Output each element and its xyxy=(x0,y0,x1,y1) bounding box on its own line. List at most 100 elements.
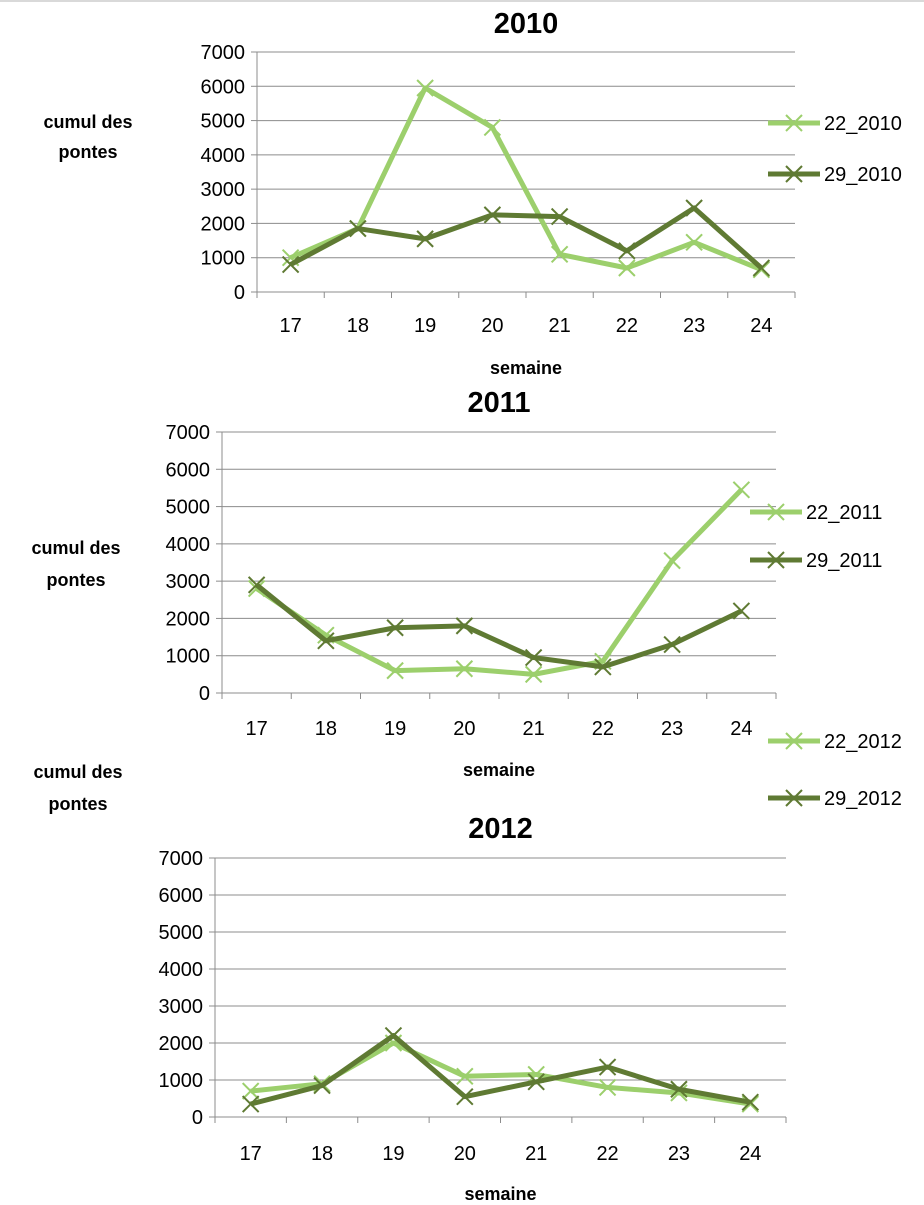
x-tick-label: 21 xyxy=(525,1143,547,1165)
marker-stroke xyxy=(767,551,785,569)
legend-marker xyxy=(785,114,803,132)
marker-stroke xyxy=(618,259,636,277)
y-tick-label: 4000 xyxy=(201,145,246,167)
data-point-22_2011 xyxy=(386,661,404,680)
marker-stroke xyxy=(456,1087,474,1106)
y-tick-label: 4000 xyxy=(166,534,211,556)
data-point-22_2012 xyxy=(598,1078,617,1097)
x-tick-label: 19 xyxy=(414,315,436,337)
legend-label: 29_2010 xyxy=(824,164,902,186)
marker-stroke xyxy=(416,230,434,248)
y-tick-label: 7000 xyxy=(201,42,246,64)
x-tick-label: 19 xyxy=(384,718,406,740)
marker-stroke xyxy=(785,789,803,807)
marker-stroke xyxy=(527,1065,545,1084)
data-point-29_2011 xyxy=(386,619,404,637)
y-tick-label: 6000 xyxy=(201,76,246,98)
y-tick-label: 5000 xyxy=(159,922,204,944)
y-tick-label: 3000 xyxy=(166,571,211,593)
x-tick-label: 24 xyxy=(739,1143,761,1165)
x-tick-label: 22 xyxy=(592,718,614,740)
data-point-29_2011 xyxy=(732,602,751,620)
legend-marker xyxy=(785,165,803,183)
x-tick-label: 21 xyxy=(549,315,571,337)
y-tick-label: 5000 xyxy=(201,111,246,133)
data-point-29_2010 xyxy=(618,242,636,260)
marker-stroke xyxy=(618,242,636,260)
legend-label: 29_2012 xyxy=(824,788,902,810)
marker-stroke xyxy=(685,199,703,217)
marker-stroke xyxy=(386,661,404,680)
data-point-29_2010 xyxy=(752,259,771,277)
marker-stroke xyxy=(483,206,502,224)
x-axis-label: semaine xyxy=(464,1184,536,1204)
marker-stroke xyxy=(785,165,803,183)
marker-stroke xyxy=(663,551,681,570)
data-point-29_2011 xyxy=(247,576,266,594)
marker-stroke xyxy=(785,114,803,132)
marker-stroke xyxy=(550,207,569,226)
marker-stroke xyxy=(455,617,474,635)
data-point-29_2012 xyxy=(598,1058,617,1076)
data-point-29_2011 xyxy=(594,658,612,676)
marker-stroke xyxy=(483,118,502,137)
data-point-22_2012 xyxy=(456,1067,474,1086)
y-axis-label: pontes xyxy=(58,142,117,162)
data-point-29_2011 xyxy=(663,635,681,654)
x-tick-label: 18 xyxy=(311,1143,333,1165)
data-point-29_2012 xyxy=(456,1087,474,1106)
y-tick-label: 6000 xyxy=(159,885,204,907)
chart-title: 2011 xyxy=(468,387,531,419)
data-point-22_2011 xyxy=(247,579,266,598)
x-tick-label: 17 xyxy=(240,1143,262,1165)
marker-stroke xyxy=(663,635,681,654)
marker-stroke xyxy=(281,249,300,267)
x-tick-label: 23 xyxy=(683,315,705,337)
x-tick-label: 24 xyxy=(750,315,772,337)
marker-stroke xyxy=(598,1058,617,1076)
marker-stroke xyxy=(349,219,367,238)
x-axis-label: semaine xyxy=(463,760,535,780)
marker-stroke xyxy=(732,602,751,620)
y-tick-label: 0 xyxy=(192,1107,203,1129)
legend-label: 22_2011 xyxy=(806,502,882,524)
marker-stroke xyxy=(317,626,335,644)
series-line-29_2012 xyxy=(250,1033,751,1107)
marker-stroke xyxy=(752,261,771,279)
y-tick-label: 2000 xyxy=(159,1033,204,1055)
y-tick-label: 1000 xyxy=(166,646,211,668)
marker-stroke xyxy=(247,579,266,598)
series-line-29_2010 xyxy=(289,205,764,270)
series-line-29_2011 xyxy=(255,582,743,670)
marker-stroke xyxy=(313,1076,331,1095)
data-point-29_2012 xyxy=(384,1026,403,1045)
chart-title: 2012 xyxy=(468,813,533,845)
marker-stroke xyxy=(247,576,266,594)
top-border xyxy=(0,0,924,2)
data-point-29_2011 xyxy=(524,648,543,667)
y-axis-label: cumul des xyxy=(43,112,132,132)
x-tick-label: 20 xyxy=(481,315,503,337)
legend-marker xyxy=(767,551,785,569)
x-tick-label: 23 xyxy=(668,1143,690,1165)
x-tick-label: 20 xyxy=(453,718,475,740)
marker-stroke xyxy=(455,660,474,678)
marker-stroke xyxy=(281,255,300,274)
x-tick-label: 22 xyxy=(596,1143,618,1165)
marker-stroke xyxy=(741,1093,760,1111)
x-tick-label: 20 xyxy=(454,1143,476,1165)
marker-stroke xyxy=(317,632,335,650)
marker-stroke xyxy=(550,245,569,263)
marker-stroke xyxy=(524,665,543,684)
data-point-29_2010 xyxy=(550,207,569,226)
series-line-22_2010 xyxy=(289,85,763,273)
data-point-22_2010 xyxy=(550,245,569,263)
y-axis-label: cumul des xyxy=(33,762,122,782)
data-point-29_2011 xyxy=(317,632,335,650)
y-tick-label: 2000 xyxy=(166,608,211,630)
marker-stroke xyxy=(416,79,434,97)
chart-2012: 2012 0 1000 2000 3000 4000 5000 6000 7000 17 18 19 2… xyxy=(33,731,901,1204)
chart-2010: 2010 0 1000 2000 3000 4000 5000 6000 7000 17 18 19 2… xyxy=(43,8,901,378)
y-tick-label: 7000 xyxy=(166,422,211,444)
